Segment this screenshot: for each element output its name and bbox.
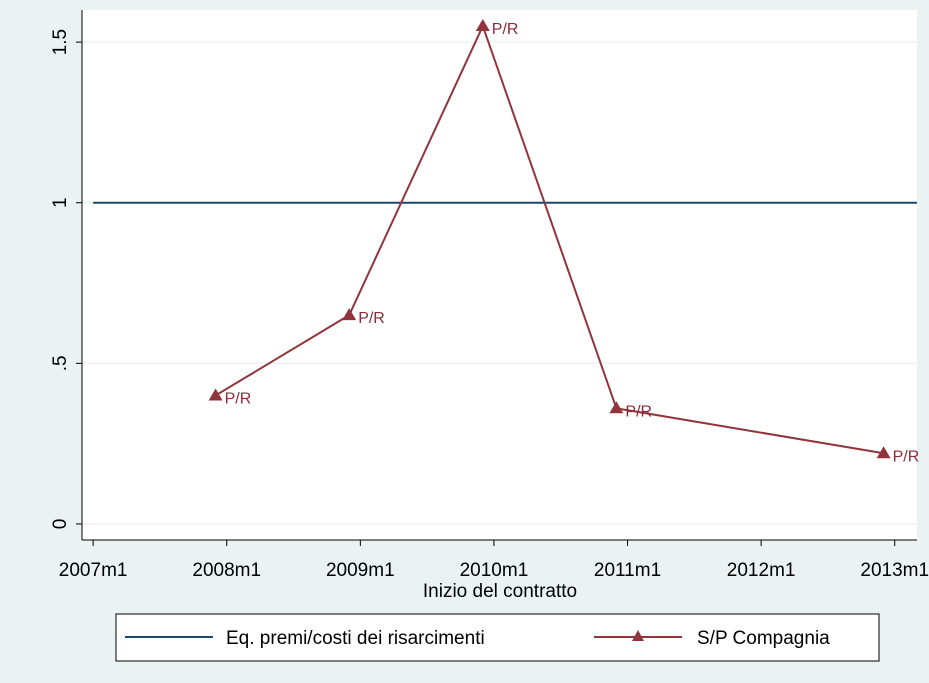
y-tick-label: 1: [50, 197, 71, 208]
data-point-marker: [609, 401, 624, 414]
data-point-label: P/R: [358, 310, 385, 327]
y-tick-label: .5: [50, 355, 71, 371]
data-point-marker: [342, 308, 357, 321]
series-layer: P/R P/R P/R P/R P/R: [93, 19, 919, 465]
legend-label-eq: Eq. premi/costi dei risarcimenti: [226, 628, 485, 649]
y-tick-label: 1.5: [50, 29, 71, 55]
x-tick-label: 2007m1: [59, 560, 128, 581]
data-point-marker: [475, 19, 490, 32]
data-point-label: P/R: [225, 390, 252, 407]
data-point-label: P/R: [625, 403, 652, 420]
x-tick-label: 2008m1: [192, 560, 261, 581]
plot-background: [82, 10, 917, 540]
y-ticks: 0 .5 1 1.5: [50, 29, 82, 529]
x-tick-label: 2009m1: [326, 560, 395, 581]
data-point-label: P/R: [492, 21, 519, 38]
x-tick-label: 2010m1: [460, 560, 529, 581]
x-axis-title: Inizio del contratto: [423, 581, 577, 602]
x-tick-label: 2012m1: [727, 560, 796, 581]
legend-label-sp: S/P Compagnia: [697, 628, 830, 649]
legend-swatch-sp-marker: [632, 630, 644, 641]
x-tick-label: 2013m1: [860, 560, 929, 581]
x-tick-label: 2011m1: [594, 560, 661, 581]
y-tick-label: 0: [50, 519, 71, 530]
x-ticks: 2007m1 2008m1 2009m1 2010m1 2011m1 2012m1 2013…: [59, 540, 929, 581]
data-point-label: P/R: [893, 448, 920, 465]
legend: Eq. premi/costi dei risarcimenti S/P Com…: [115, 613, 880, 662]
legend-box: [115, 613, 880, 662]
data-point-marker: [876, 446, 891, 459]
data-point-marker: [208, 388, 223, 401]
